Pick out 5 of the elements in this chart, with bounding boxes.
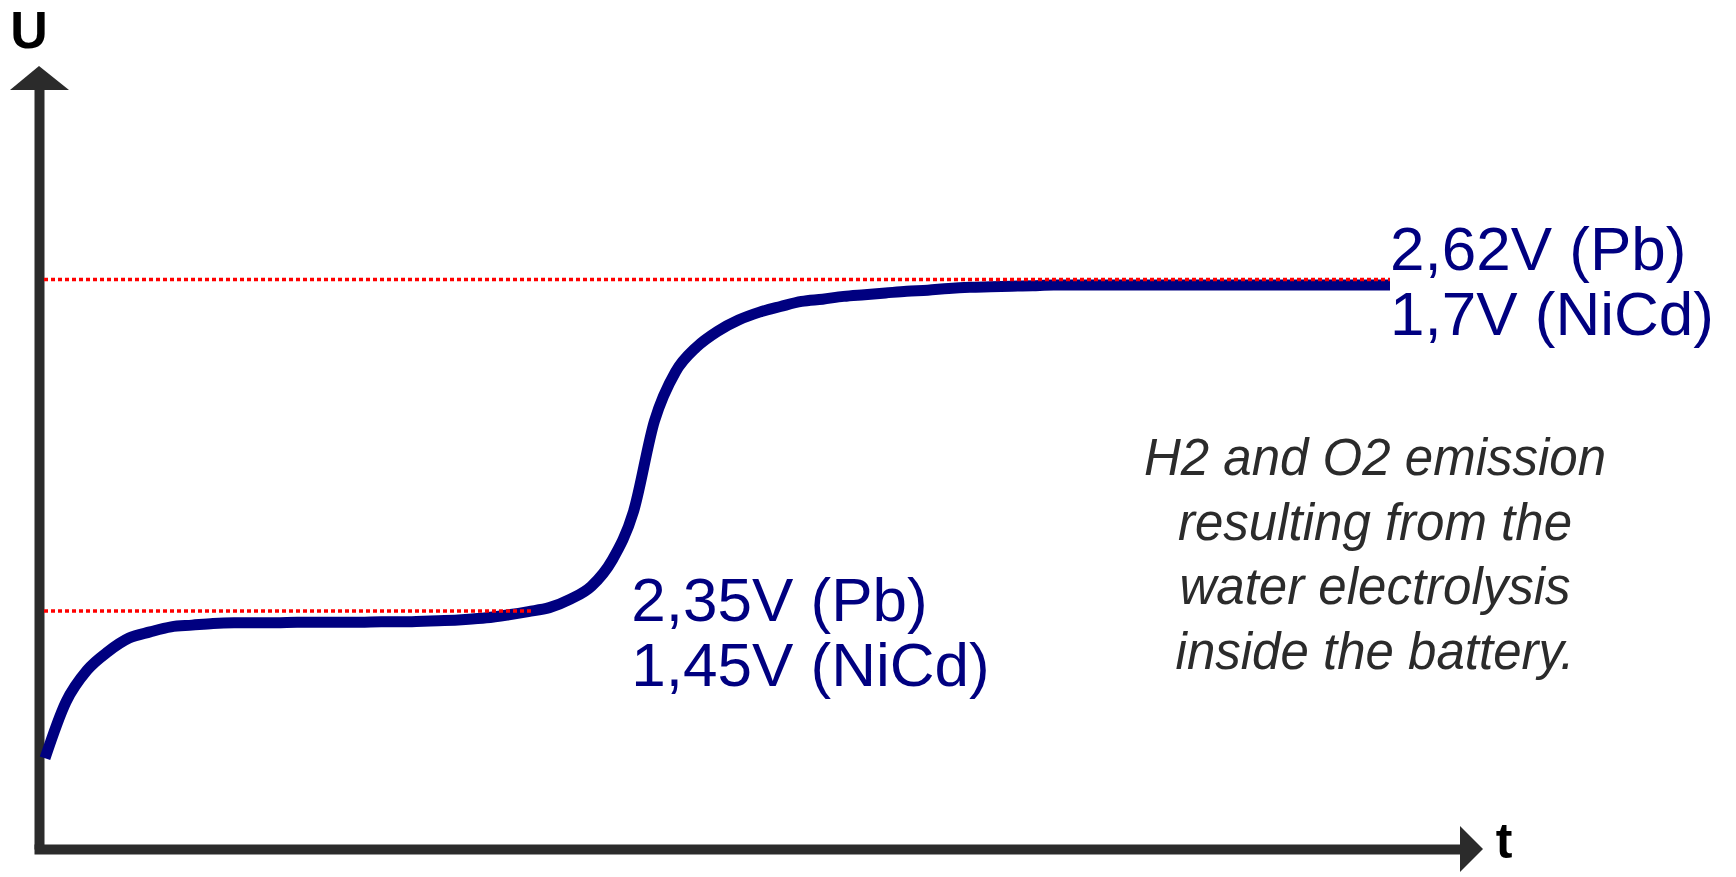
x-axis-title: t [1495, 813, 1513, 869]
ref-line-label: 2,62V (Pb) 1,7V (NiCd) [1390, 214, 1714, 349]
ref-line-label: 2,35V (Pb) 1,45V (NiCd) [631, 565, 990, 700]
annotation: H2 and O2 emission resulting from the water electrolysis inside the battery. [1143, 429, 1607, 680]
y-axis-title: U [10, 1, 48, 59]
